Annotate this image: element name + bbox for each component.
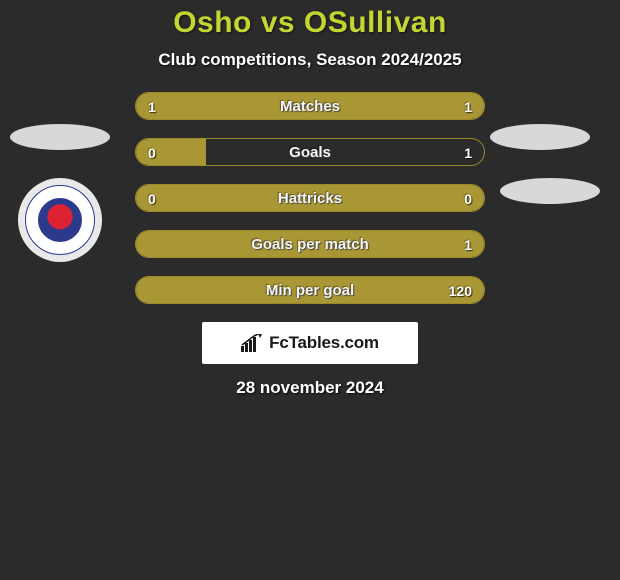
bar-chart-icon	[241, 334, 263, 352]
stat-value-right: 120	[449, 277, 472, 304]
stat-row: 00Hattricks	[135, 184, 485, 212]
crest-core-icon	[38, 198, 82, 242]
snapshot-date: 28 november 2024	[0, 378, 620, 398]
right-team-placeholder-2	[500, 178, 600, 204]
stat-fill-left	[136, 139, 206, 165]
stat-row: 120Min per goal	[135, 276, 485, 304]
stat-value-right: 1	[464, 139, 472, 166]
stats-table: 11Matches01Goals00Hattricks1Goals per ma…	[135, 92, 485, 304]
stat-value-right: 1	[464, 231, 472, 258]
page-title: Osho vs OSullivan	[0, 6, 620, 40]
crest-ring-icon	[25, 185, 95, 255]
stat-value-right: 0	[464, 185, 472, 212]
comparison-card: Osho vs OSullivan Club competitions, Sea…	[0, 0, 620, 398]
stat-fill-left	[136, 93, 310, 119]
stat-value-left: 1	[148, 93, 156, 120]
stat-value-left: 0	[148, 185, 156, 212]
brand-text: FcTables.com	[269, 333, 379, 353]
brand-box: FcTables.com	[202, 322, 418, 364]
stat-value-right: 1	[464, 93, 472, 120]
subtitle: Club competitions, Season 2024/2025	[0, 50, 620, 70]
right-team-placeholder	[490, 124, 590, 150]
left-team-crest	[18, 178, 102, 262]
stat-value-left: 0	[148, 139, 156, 166]
stat-fill-right	[136, 231, 484, 257]
stat-row: 11Matches	[135, 92, 485, 120]
stat-row: 1Goals per match	[135, 230, 485, 258]
stat-fill-right	[136, 277, 484, 303]
left-team-placeholder	[10, 124, 110, 150]
stat-row: 01Goals	[135, 138, 485, 166]
stat-fill	[136, 185, 484, 211]
stat-fill-right	[310, 93, 484, 119]
